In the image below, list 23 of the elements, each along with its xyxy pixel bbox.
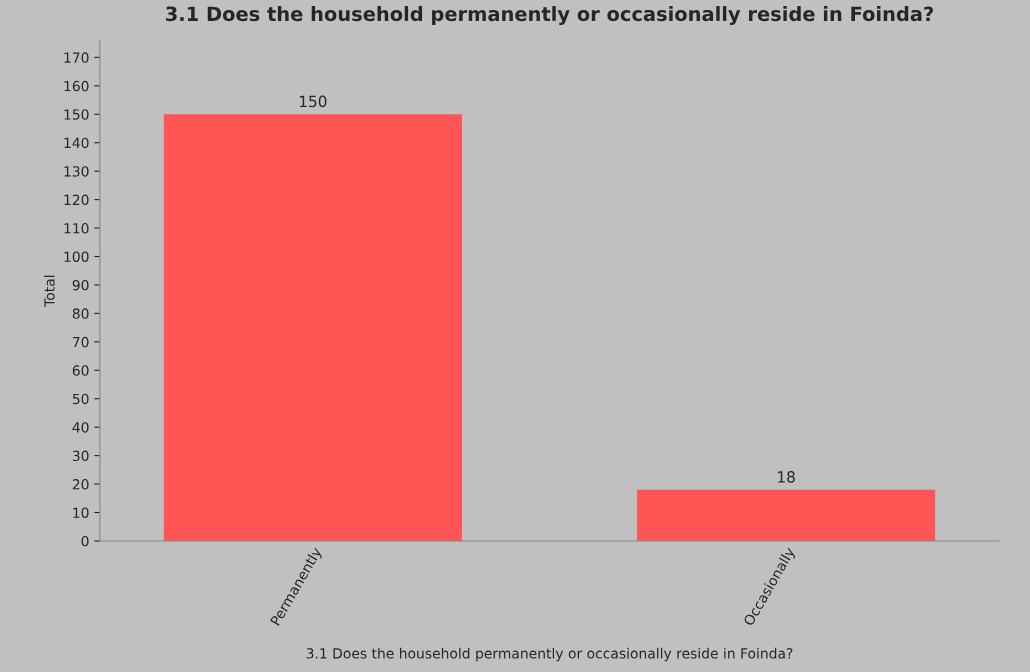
y-tick-label: 50 (72, 393, 89, 405)
y-axis-title: Total (43, 275, 55, 307)
y-tick-label: 150 (64, 109, 89, 120)
y-tick-label: 30 (72, 450, 89, 462)
y-tick-label: 60 (72, 365, 89, 376)
data-label: 18 (778, 471, 795, 483)
y-tick-label: 90 (72, 279, 89, 291)
chart-title: 3.1 Does the household permanently or occasionally reside in Foinda? (166, 6, 933, 26)
y-tick-label: 100 (64, 251, 89, 262)
y-tick-label: 160 (64, 80, 89, 92)
y-tick-label: 80 (72, 308, 89, 319)
y-tick-label: 40 (72, 422, 89, 433)
y-tick-label: 110 (64, 223, 89, 234)
data-label: 150 (299, 95, 327, 108)
y-tick-label: 120 (64, 194, 89, 206)
y-tick-label: 130 (64, 166, 89, 177)
x-axis-title: 3.1 Does the household permanently or occasionally reside in Foinda? (306, 647, 793, 662)
y-tick-label: 10 (73, 507, 89, 518)
y-tick-label: 140 (64, 137, 89, 149)
y-tick-label: 170 (64, 52, 89, 63)
y-tick-label: 20 (72, 479, 89, 490)
y-tick-label: 0 (81, 535, 89, 547)
y-tick-label: 70 (72, 336, 89, 348)
